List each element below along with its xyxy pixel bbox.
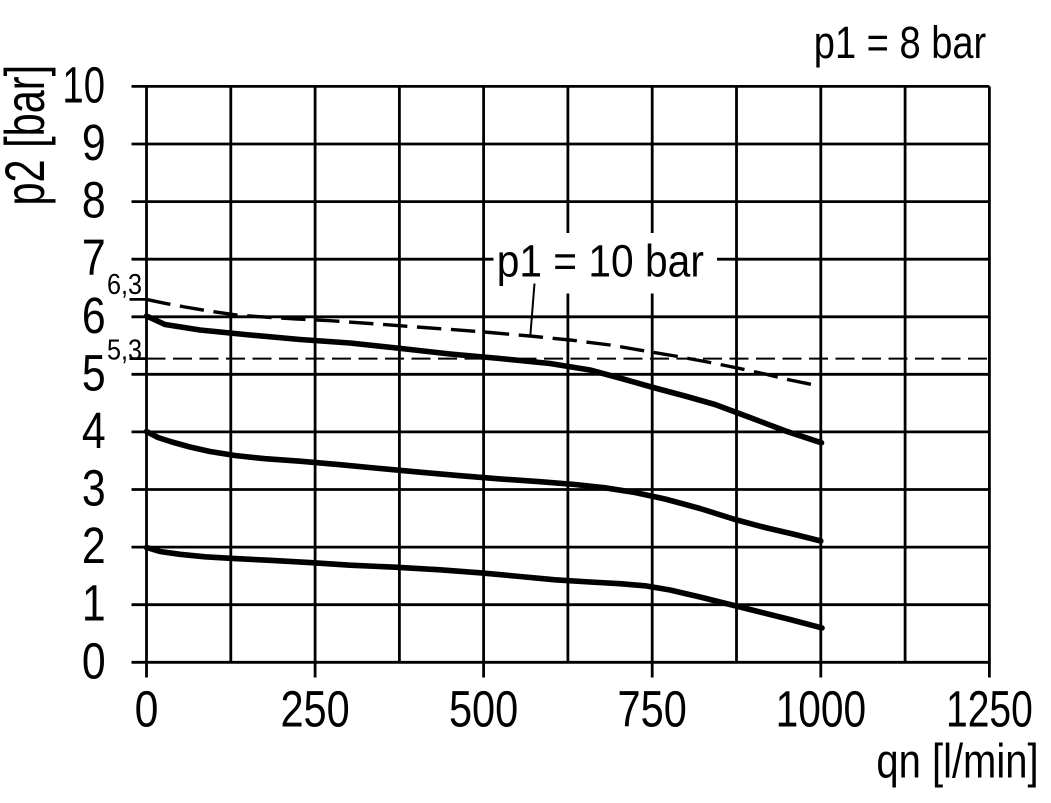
svg-text:8: 8: [82, 172, 106, 229]
svg-text:p1 = 10 bar: p1 = 10 bar: [497, 235, 704, 286]
svg-text:0: 0: [135, 680, 159, 737]
svg-text:5,3: 5,3: [107, 335, 142, 367]
svg-text:3: 3: [82, 460, 106, 517]
svg-text:10: 10: [62, 56, 105, 113]
svg-text:6,3: 6,3: [107, 269, 142, 301]
svg-text:1: 1: [82, 575, 106, 632]
svg-text:1000: 1000: [776, 680, 867, 737]
svg-text:1250: 1250: [946, 680, 1033, 737]
svg-text:750: 750: [618, 680, 687, 737]
svg-text:500: 500: [449, 680, 518, 737]
svg-text:p2 [bar]: p2 [bar]: [0, 65, 56, 206]
svg-text:0: 0: [82, 632, 106, 689]
svg-text:6: 6: [82, 287, 106, 344]
svg-text:2: 2: [82, 517, 106, 574]
svg-text:5: 5: [82, 344, 106, 401]
svg-text:4: 4: [82, 402, 106, 459]
svg-text:9: 9: [82, 114, 106, 171]
svg-text:p1 = 8 bar: p1 = 8 bar: [814, 17, 986, 68]
svg-text:250: 250: [280, 680, 349, 737]
svg-text:qn [l/min]: qn [l/min]: [876, 735, 1038, 788]
svg-text:7: 7: [82, 229, 106, 286]
